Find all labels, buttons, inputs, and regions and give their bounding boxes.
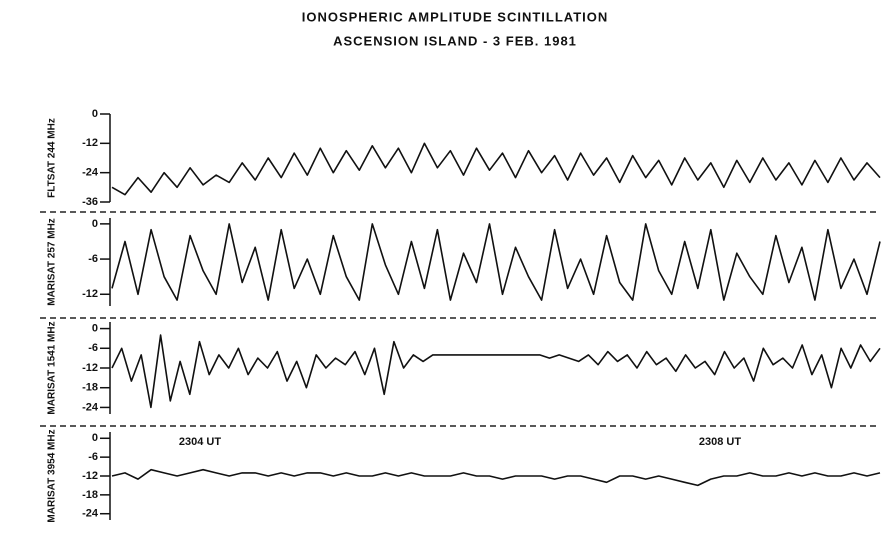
y-tick-label: 0	[92, 108, 98, 120]
y-tick-label: 0	[92, 322, 98, 334]
signal-line	[111, 334, 881, 409]
signal-line	[111, 142, 881, 196]
signal-line	[111, 223, 881, 301]
y-tick-label: -12	[82, 288, 98, 300]
y-tick-label: -12	[82, 137, 98, 149]
y-tick-label: -24	[82, 167, 99, 179]
y-tick-label: -18	[82, 489, 98, 501]
separators	[40, 211, 880, 427]
y-tick-label: 0	[92, 218, 98, 230]
y-tick-label: -12	[82, 470, 98, 482]
y-tick-label: -6	[88, 253, 98, 265]
y-tick-label: 0	[92, 432, 98, 444]
time-annotation: 2308 UT	[699, 436, 741, 448]
chart-subtitle: ASCENSION ISLAND - 3 FEB. 1981	[333, 33, 577, 48]
signal-line	[111, 468, 881, 487]
y-tick-label: -24	[82, 401, 99, 413]
y-tick-label: -12	[82, 362, 98, 374]
y-tick-label: -36	[82, 196, 98, 208]
y-axis-label: FLTSAT 244 MHz	[47, 118, 58, 198]
y-tick-label: -18	[82, 382, 98, 394]
y-tick-label: -24	[82, 508, 99, 520]
time-annotation: 2304 UT	[179, 436, 221, 448]
y-axis-label: MARISAT 257 MHz	[47, 218, 58, 306]
y-axis-label: MARISAT 3954 MHz	[47, 429, 58, 522]
y-axis-label: MARISAT 1541 MHz	[47, 321, 58, 414]
y-tick-label: -6	[88, 451, 98, 463]
y-tick-label: -6	[88, 342, 98, 354]
chart-title: IONOSPHERIC AMPLITUDE SCINTILLATION	[302, 9, 609, 24]
